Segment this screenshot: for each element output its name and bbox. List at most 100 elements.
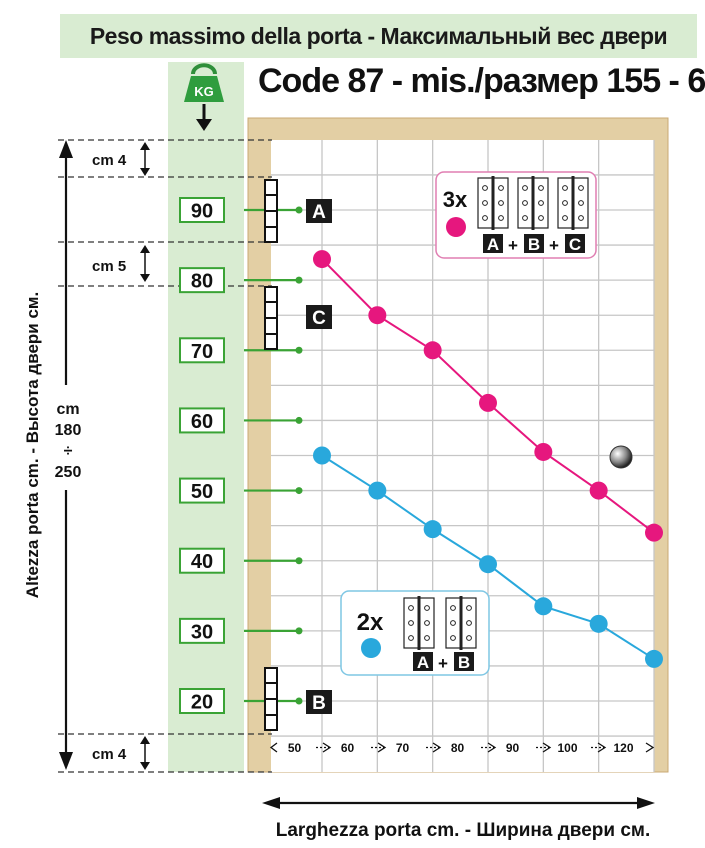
hinge-hole	[498, 200, 504, 206]
height-range-min: 180	[55, 422, 82, 439]
hinge-a-icon	[264, 179, 278, 243]
legend3-count: 3x	[443, 187, 468, 212]
series-point	[589, 481, 608, 500]
legend3-c: C	[569, 235, 581, 254]
series-point	[645, 523, 663, 542]
legend3-plus2: +	[549, 236, 559, 255]
y-tick-box	[179, 267, 225, 294]
kg-weight-icon: KG	[184, 63, 224, 131]
x-tick-label: 60	[341, 741, 355, 755]
series-point	[534, 442, 553, 461]
hinge-hole	[466, 635, 472, 641]
badge-a: A	[312, 202, 326, 223]
height-range: cm 180 ÷ 250	[55, 401, 82, 481]
x-tick-arrow	[432, 742, 442, 753]
data-series	[313, 250, 663, 668]
hinge-c-icon	[264, 286, 278, 350]
y-tick-labels: 90 80 70 60 50 40 30 20	[179, 197, 225, 714]
series-point	[645, 649, 663, 668]
hinge-hole	[450, 635, 456, 641]
hinge-icons	[264, 179, 278, 731]
hinge-hole	[522, 215, 528, 221]
legend-3x: 3x A + B + C	[435, 171, 597, 259]
height-range-max: 250	[55, 464, 82, 481]
badge-c: C	[312, 308, 326, 329]
hinge-badges: A C B	[306, 199, 332, 714]
hinge-hole	[498, 215, 504, 221]
series-point	[423, 341, 442, 360]
x-axis-label: Larghezza porta cm. - Ширина двери см.	[276, 820, 651, 841]
hinge-hole	[578, 215, 584, 221]
hinge-hole	[538, 200, 544, 206]
legend2-hinge-icons	[403, 596, 477, 650]
series-point	[313, 250, 331, 269]
cm-bottom-label: cm 4	[92, 746, 127, 763]
y-tick-box	[179, 617, 225, 644]
series-point	[423, 520, 442, 539]
y-tick-label: 50	[191, 481, 213, 503]
y-axis-label: Altezza porta cm. - Высота двери см.	[23, 292, 42, 598]
badge-b: B	[312, 693, 326, 714]
hinge-hole	[562, 215, 568, 221]
hinge-b-icon	[264, 667, 278, 731]
y-tick-box	[179, 688, 225, 714]
x-tick-arrow	[377, 742, 387, 753]
legend2-a: A	[417, 653, 429, 672]
y-tick-box	[179, 337, 225, 364]
x-tick-label: 50	[288, 741, 302, 755]
x-tick-label: 120	[613, 741, 633, 755]
cm-mid-label: cm 5	[92, 258, 126, 275]
product-code: Code 87 - mis./размер 155 - 6”	[258, 62, 705, 100]
y-tick-label: 30	[191, 621, 213, 643]
hinge-hole	[424, 635, 430, 641]
y-tick-label: 40	[191, 551, 213, 573]
y-tick-box	[179, 197, 225, 223]
legend2-count: 2x	[357, 609, 384, 636]
series-point	[313, 446, 331, 465]
height-arrow	[59, 140, 73, 770]
y-tick-label: 80	[191, 271, 213, 293]
legend-2x: 2x A + B	[340, 590, 490, 676]
weight-leader-dot	[295, 627, 303, 635]
hinge-hole	[562, 200, 568, 206]
x-tick-label: 80	[451, 741, 465, 755]
hinge-hole	[498, 185, 504, 191]
x-tick-arrow	[269, 742, 278, 753]
y-tick-box	[179, 547, 225, 574]
series-point	[589, 614, 608, 633]
x-axis-arrow	[262, 797, 655, 809]
hinge-hole	[466, 620, 472, 626]
hinge-hole	[538, 185, 544, 191]
series-point	[368, 306, 387, 325]
hinge-hole	[482, 200, 488, 206]
hinge-hole	[578, 200, 584, 206]
hinge-hole	[482, 215, 488, 221]
x-tick-label: 100	[557, 741, 577, 755]
legend3-hinge-icons	[477, 176, 589, 230]
legend2-b: B	[458, 653, 470, 672]
series-point	[368, 481, 387, 500]
weight-leader-dot	[295, 206, 303, 214]
kg-label: KG	[194, 84, 214, 99]
x-tick-arrow	[487, 742, 497, 753]
y-tick-label: 90	[191, 201, 213, 223]
x-tick-label: 70	[396, 741, 410, 755]
weight-leader-dot	[295, 346, 303, 354]
series-point	[479, 393, 497, 412]
hinge-hole	[450, 620, 456, 626]
legend3-b: B	[528, 235, 540, 254]
weight-leader-dot	[295, 697, 303, 705]
hinge-hole	[408, 620, 414, 626]
series-point	[479, 555, 497, 574]
hinge-hole	[578, 185, 584, 191]
height-range-unit: cm	[56, 401, 79, 418]
hinge-hole	[538, 215, 544, 221]
legend3-a: A	[487, 235, 499, 254]
hinge-hole	[466, 605, 472, 611]
legend3-plus1: +	[508, 236, 518, 255]
weight-leader-dot	[295, 487, 303, 495]
y-tick-label: 70	[191, 341, 213, 363]
weight-leader-dot	[295, 416, 303, 424]
chart-title-band: Peso massimo della porta - Максимальный …	[60, 14, 697, 58]
